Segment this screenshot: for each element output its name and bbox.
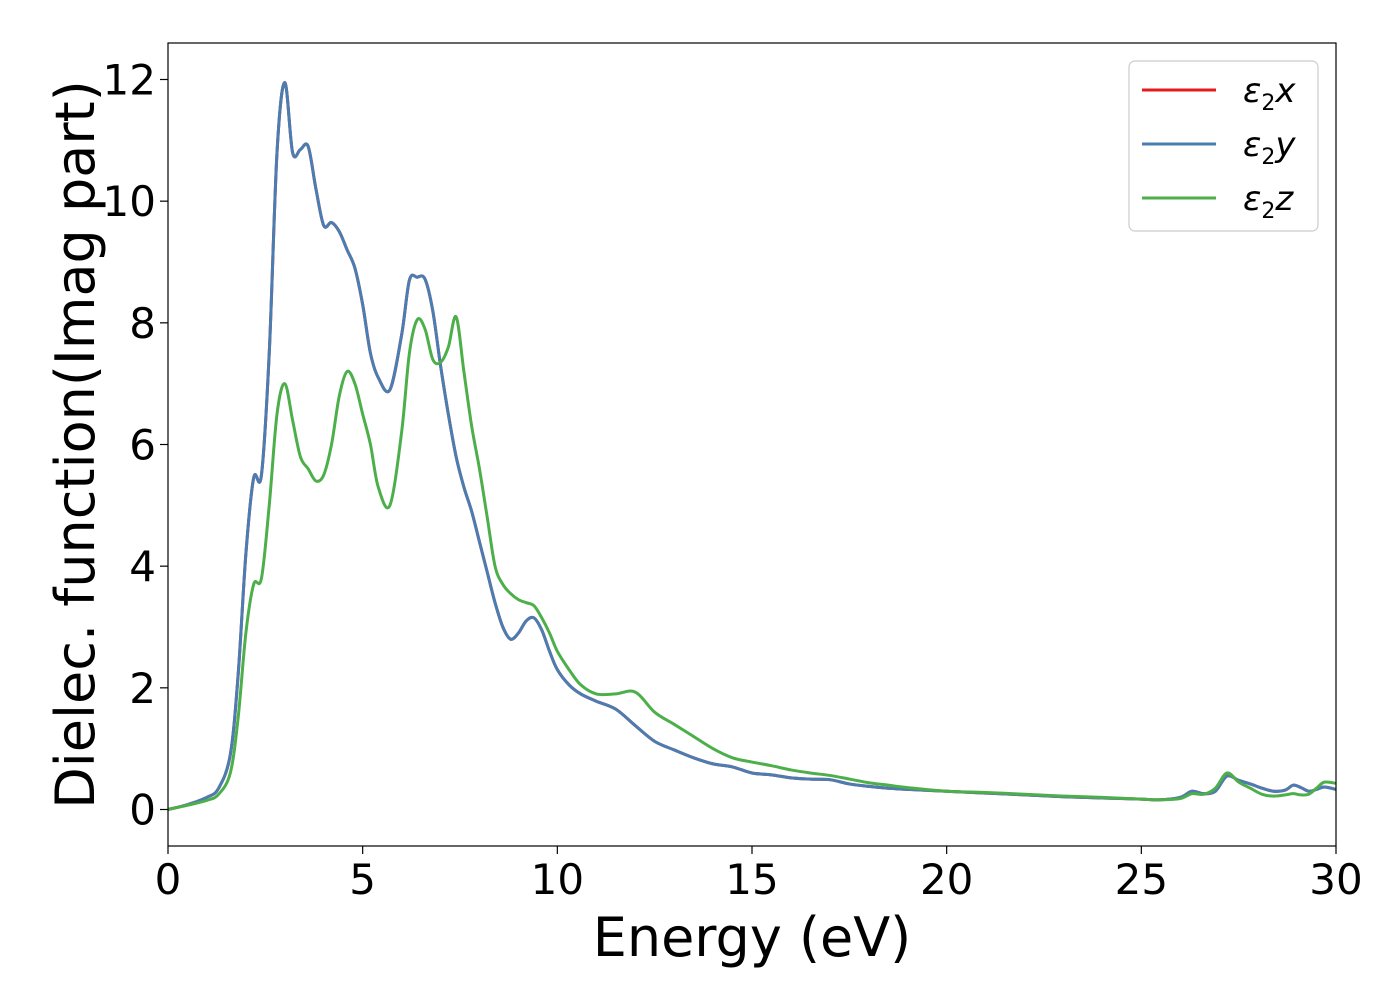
y-tick-label-1: 2 <box>129 664 156 713</box>
legend-label-x: ε2x <box>1243 71 1296 116</box>
x-tick-label-4: 20 <box>920 855 973 904</box>
y-tick-label-4: 8 <box>129 299 156 348</box>
legend-label-z: ε2z <box>1243 179 1294 224</box>
x-tick-label-2: 10 <box>531 855 584 904</box>
x-tick-label-1: 5 <box>349 855 376 904</box>
series-line-z <box>168 315 1336 811</box>
x-tick-label-3: 15 <box>725 855 778 904</box>
legend-box <box>1128 60 1319 232</box>
legend-label-y: ε2y <box>1243 125 1296 170</box>
y-tick-label-5: 10 <box>103 177 156 226</box>
x-axis-title: Energy (eV) <box>593 906 912 969</box>
y-tick-label-2: 4 <box>129 542 156 591</box>
x-tick-label-5: 25 <box>1115 855 1168 904</box>
x-tick-label-6: 30 <box>1309 855 1362 904</box>
y-axis-title: Dielec. function(Imag part) <box>44 80 107 809</box>
series-layer <box>168 81 1336 811</box>
y-tick-label-6: 12 <box>103 56 156 105</box>
x-axis: 0 5 10 15 20 25 30 <box>155 846 1363 904</box>
legend: ε2x ε2y ε2z <box>1128 60 1319 232</box>
x-tick-label-0: 0 <box>155 855 182 904</box>
y-axis: 0 2 4 6 8 10 12 <box>103 56 168 835</box>
y-tick-label-3: 6 <box>129 421 156 470</box>
y-tick-label-0: 0 <box>129 786 156 835</box>
